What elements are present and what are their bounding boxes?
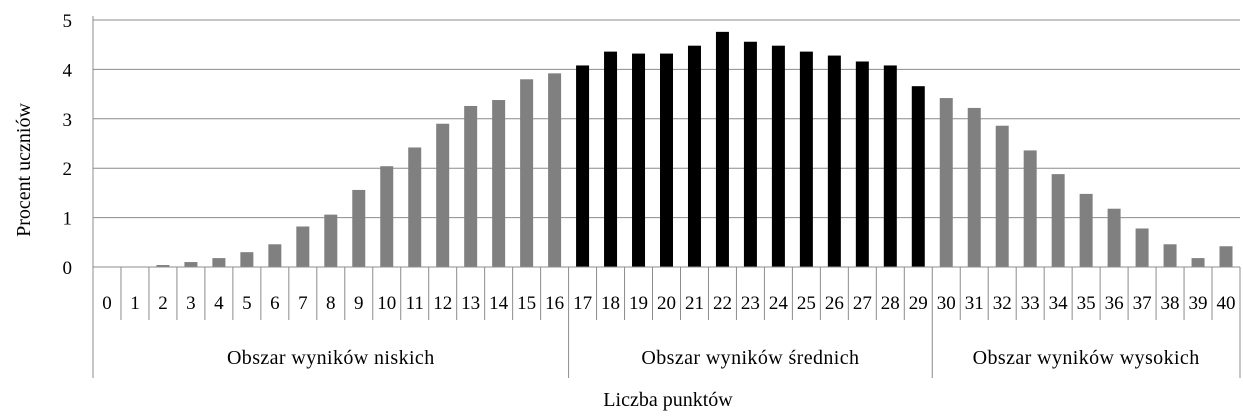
- x-tick-label: 15: [517, 293, 536, 314]
- x-tick-label: 1: [130, 293, 140, 314]
- x-tick-label: 17: [573, 293, 592, 314]
- x-tick-label: 21: [685, 293, 704, 314]
- y-tick-label: 1: [63, 209, 73, 230]
- x-tick-label: 19: [629, 293, 648, 314]
- x-tick-label: 23: [741, 293, 760, 314]
- bar: [604, 51, 618, 268]
- y-tick-labels: 0 1 2 3 4 5: [63, 11, 73, 279]
- bar: [883, 65, 897, 267]
- x-tick-label: 12: [433, 293, 452, 314]
- bar: [380, 166, 394, 267]
- y-tick-label: 0: [63, 258, 73, 279]
- bar: [212, 258, 226, 267]
- x-tick-label: 29: [909, 293, 928, 314]
- x-axis-title: Liczba punktów: [603, 389, 733, 411]
- bar: [156, 265, 170, 267]
- x-tick-label: 24: [769, 293, 789, 314]
- bar: [548, 73, 562, 268]
- x-tick-label: 33: [1021, 293, 1040, 314]
- x-tick-label: 5: [242, 293, 252, 314]
- group-label: Obszar wyników średnich: [641, 347, 859, 369]
- x-tick-label: 8: [326, 293, 336, 314]
- x-tick-label: 3: [186, 293, 196, 314]
- x-tick-label: 40: [1217, 293, 1236, 314]
- bar: [1191, 258, 1205, 267]
- bar: [855, 61, 869, 267]
- bar: [715, 31, 729, 267]
- bar: [1107, 208, 1121, 267]
- x-tick-label: 18: [601, 293, 620, 314]
- bar: [743, 41, 757, 268]
- bar: [324, 214, 338, 267]
- bar: [240, 252, 254, 267]
- group-label: Obszar wyników niskich: [227, 347, 435, 369]
- bar: [352, 189, 366, 267]
- bar: [464, 105, 478, 268]
- bar: [408, 147, 422, 267]
- x-tick-label: 22: [713, 293, 732, 314]
- x-tick-label: 11: [406, 293, 424, 314]
- x-tick-label: 34: [1049, 293, 1069, 314]
- bar: [632, 53, 646, 268]
- x-tick-label: 14: [489, 293, 509, 314]
- y-tick-label: 3: [63, 110, 73, 131]
- x-tick-label: 10: [377, 293, 396, 314]
- bar: [967, 107, 981, 267]
- x-tick-label: 13: [461, 293, 480, 314]
- y-tick-label: 5: [63, 11, 73, 32]
- bar: [520, 79, 534, 267]
- x-tick-label: 7: [298, 293, 308, 314]
- x-tick-label: 36: [1105, 293, 1124, 314]
- x-tick-label: 0: [102, 293, 112, 314]
- bar: [799, 51, 813, 268]
- bar: [911, 86, 925, 267]
- bar: [1051, 174, 1065, 267]
- x-tick-label: 39: [1189, 293, 1208, 314]
- x-tick-label: 27: [853, 293, 872, 314]
- x-tick-label: 35: [1077, 293, 1096, 314]
- bar: [660, 53, 673, 268]
- bar: [576, 65, 590, 267]
- x-tick-label: 38: [1161, 293, 1180, 314]
- bar: [1079, 193, 1093, 267]
- y-axis-title: Procent uczniów: [13, 103, 35, 237]
- x-tick-label: 37: [1133, 293, 1152, 314]
- bar: [939, 98, 953, 267]
- x-tick-label: 26: [825, 293, 844, 314]
- x-tick-label: 16: [545, 293, 564, 314]
- y-tick-label: 4: [63, 60, 73, 81]
- bar: [827, 55, 841, 268]
- bar: [1163, 244, 1177, 267]
- bar: [492, 100, 506, 267]
- x-tick-label: 4: [214, 293, 224, 314]
- x-tick-label: 9: [354, 293, 364, 314]
- bar: [687, 45, 701, 267]
- x-tick-label: 30: [937, 293, 956, 314]
- x-tick-label: 32: [993, 293, 1012, 314]
- bar: [184, 262, 198, 267]
- bar: [296, 226, 310, 267]
- x-tick-label: 2: [158, 293, 168, 314]
- x-tick-label: 28: [881, 293, 900, 314]
- bar: [1219, 246, 1233, 267]
- group-label: Obszar wyników wysokich: [973, 347, 1200, 369]
- x-axis: 0 1 2 3 4 5 6 7 8 9 10 11 12 13 14 15 16 17 18 19 20 21 22 23 24…: [92, 16, 1241, 378]
- bar: [268, 244, 282, 267]
- bars: [128, 31, 1233, 268]
- bar: [1135, 228, 1149, 267]
- x-tick-label: 20: [657, 293, 676, 314]
- bar: [771, 45, 785, 267]
- bar: [995, 125, 1009, 267]
- bar: [1023, 150, 1037, 267]
- bar: [436, 123, 450, 268]
- x-tick-label: 31: [965, 293, 984, 314]
- x-tick-label: 6: [270, 293, 280, 314]
- x-tick-label: 25: [797, 293, 816, 314]
- y-tick-label: 2: [63, 159, 73, 180]
